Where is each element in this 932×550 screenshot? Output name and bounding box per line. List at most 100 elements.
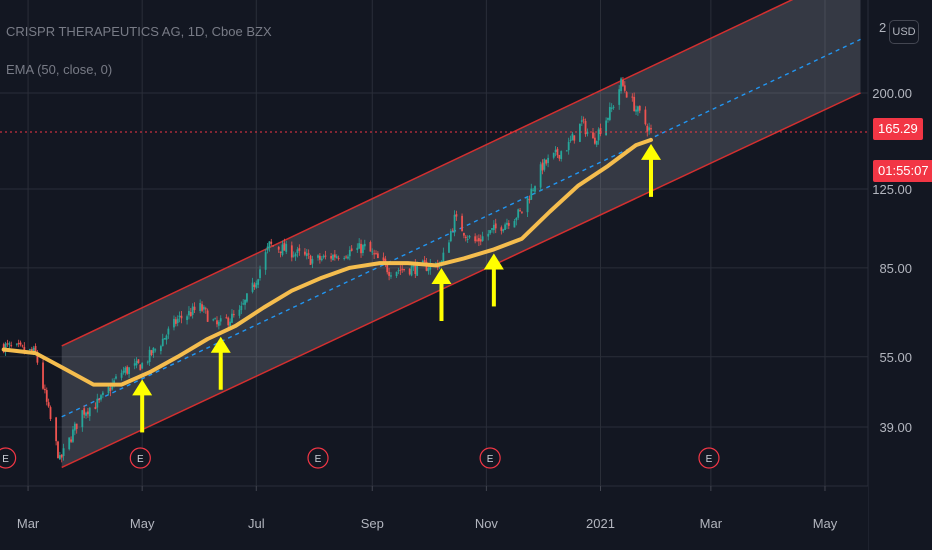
candle-body xyxy=(650,128,652,130)
candle-body xyxy=(219,318,222,322)
candle-body xyxy=(57,441,59,459)
candle-body xyxy=(519,210,521,212)
candle-body xyxy=(257,279,260,285)
candle-body xyxy=(163,338,166,340)
candle-body xyxy=(363,243,366,247)
candle-body xyxy=(148,349,151,362)
channel-lower-line xyxy=(61,92,861,469)
y-tick-label: 2 xyxy=(879,20,886,35)
candle-body xyxy=(178,315,181,318)
candle-body xyxy=(502,229,505,232)
channel-upper-line xyxy=(61,0,794,347)
candle-body xyxy=(133,363,136,366)
candle-body xyxy=(206,310,209,322)
candle-body xyxy=(238,309,241,316)
candle-body xyxy=(279,251,282,254)
candle-body xyxy=(229,321,231,327)
candle-body xyxy=(122,370,125,373)
candle-body xyxy=(477,238,480,242)
candle-body xyxy=(500,227,503,231)
candle-body xyxy=(19,342,22,345)
candle-body xyxy=(240,305,243,311)
candle-body xyxy=(492,224,495,231)
arrow-icon xyxy=(439,283,444,322)
candle-body xyxy=(32,347,35,354)
candle-body xyxy=(466,238,469,240)
candle-body xyxy=(464,236,467,239)
candle-body xyxy=(100,395,102,400)
candle-body xyxy=(560,151,563,160)
candle-body xyxy=(15,343,18,345)
candle-body xyxy=(541,162,544,171)
channel-mid-line xyxy=(61,38,861,418)
candle-body xyxy=(320,258,323,261)
earnings-marker xyxy=(698,447,720,469)
candle-body xyxy=(343,257,346,259)
candle-body xyxy=(139,364,142,371)
candle-body xyxy=(154,349,157,351)
candle-body xyxy=(214,318,217,320)
candle-body xyxy=(36,351,39,363)
candle-body xyxy=(395,271,398,277)
candle-body xyxy=(410,266,413,276)
candle-body xyxy=(225,317,228,319)
candle-body xyxy=(270,241,273,244)
candle-body xyxy=(416,262,419,276)
candle-body xyxy=(373,253,376,255)
candle-body xyxy=(94,406,97,410)
candle-body xyxy=(113,380,116,385)
candle-body xyxy=(81,410,84,428)
arrow-icon xyxy=(140,394,145,433)
currency-button[interactable]: USD xyxy=(889,20,919,44)
candle-body xyxy=(608,106,611,120)
candle-body xyxy=(399,269,402,271)
candle-body xyxy=(188,310,190,316)
candle-body xyxy=(309,255,312,265)
candle-body xyxy=(579,123,581,142)
candle-body xyxy=(272,245,275,247)
candle-body xyxy=(582,119,585,121)
candle-body xyxy=(622,79,624,86)
candle-body xyxy=(584,120,587,135)
candle-body xyxy=(337,258,340,260)
candle-body xyxy=(259,269,261,278)
candle-body xyxy=(504,224,506,230)
candle-body xyxy=(292,255,295,257)
candle-body xyxy=(618,89,621,105)
indicator-legend[interactable]: EMA (50, close, 0) xyxy=(6,62,113,77)
candle-body xyxy=(515,218,518,221)
earnings-marker-label: E xyxy=(137,454,144,465)
candle-body xyxy=(545,160,548,164)
symbol-legend[interactable]: CRISPR THERAPEUTICS AG, 1D, Cboe BZX xyxy=(6,24,272,39)
candle-body xyxy=(620,78,622,92)
earnings-marker xyxy=(307,447,329,469)
candle-body xyxy=(204,308,207,310)
candle-body xyxy=(335,256,338,259)
candle-body xyxy=(212,319,215,321)
candle-body xyxy=(189,312,192,317)
candle-body xyxy=(360,243,362,254)
candle-body xyxy=(264,252,267,270)
candle-body xyxy=(543,159,546,170)
candle-body xyxy=(474,236,477,242)
candle-body xyxy=(88,407,91,417)
candle-body xyxy=(73,423,76,431)
candle-body xyxy=(635,109,637,112)
candle-body xyxy=(530,188,533,200)
candle-body xyxy=(101,392,104,395)
candle-body xyxy=(348,250,351,257)
candle-body xyxy=(644,109,647,125)
candle-body xyxy=(307,253,310,255)
candle-body xyxy=(567,141,570,151)
candle-body xyxy=(283,242,286,251)
candle-body xyxy=(45,390,48,402)
candle-body xyxy=(305,253,308,257)
candle-body xyxy=(55,417,58,442)
candle-body xyxy=(135,360,138,366)
candle-body xyxy=(137,359,140,364)
candle-body xyxy=(453,214,456,233)
y-tick-label: 85.00 xyxy=(879,261,912,276)
candle-body xyxy=(513,221,516,228)
candle-body xyxy=(6,343,9,345)
